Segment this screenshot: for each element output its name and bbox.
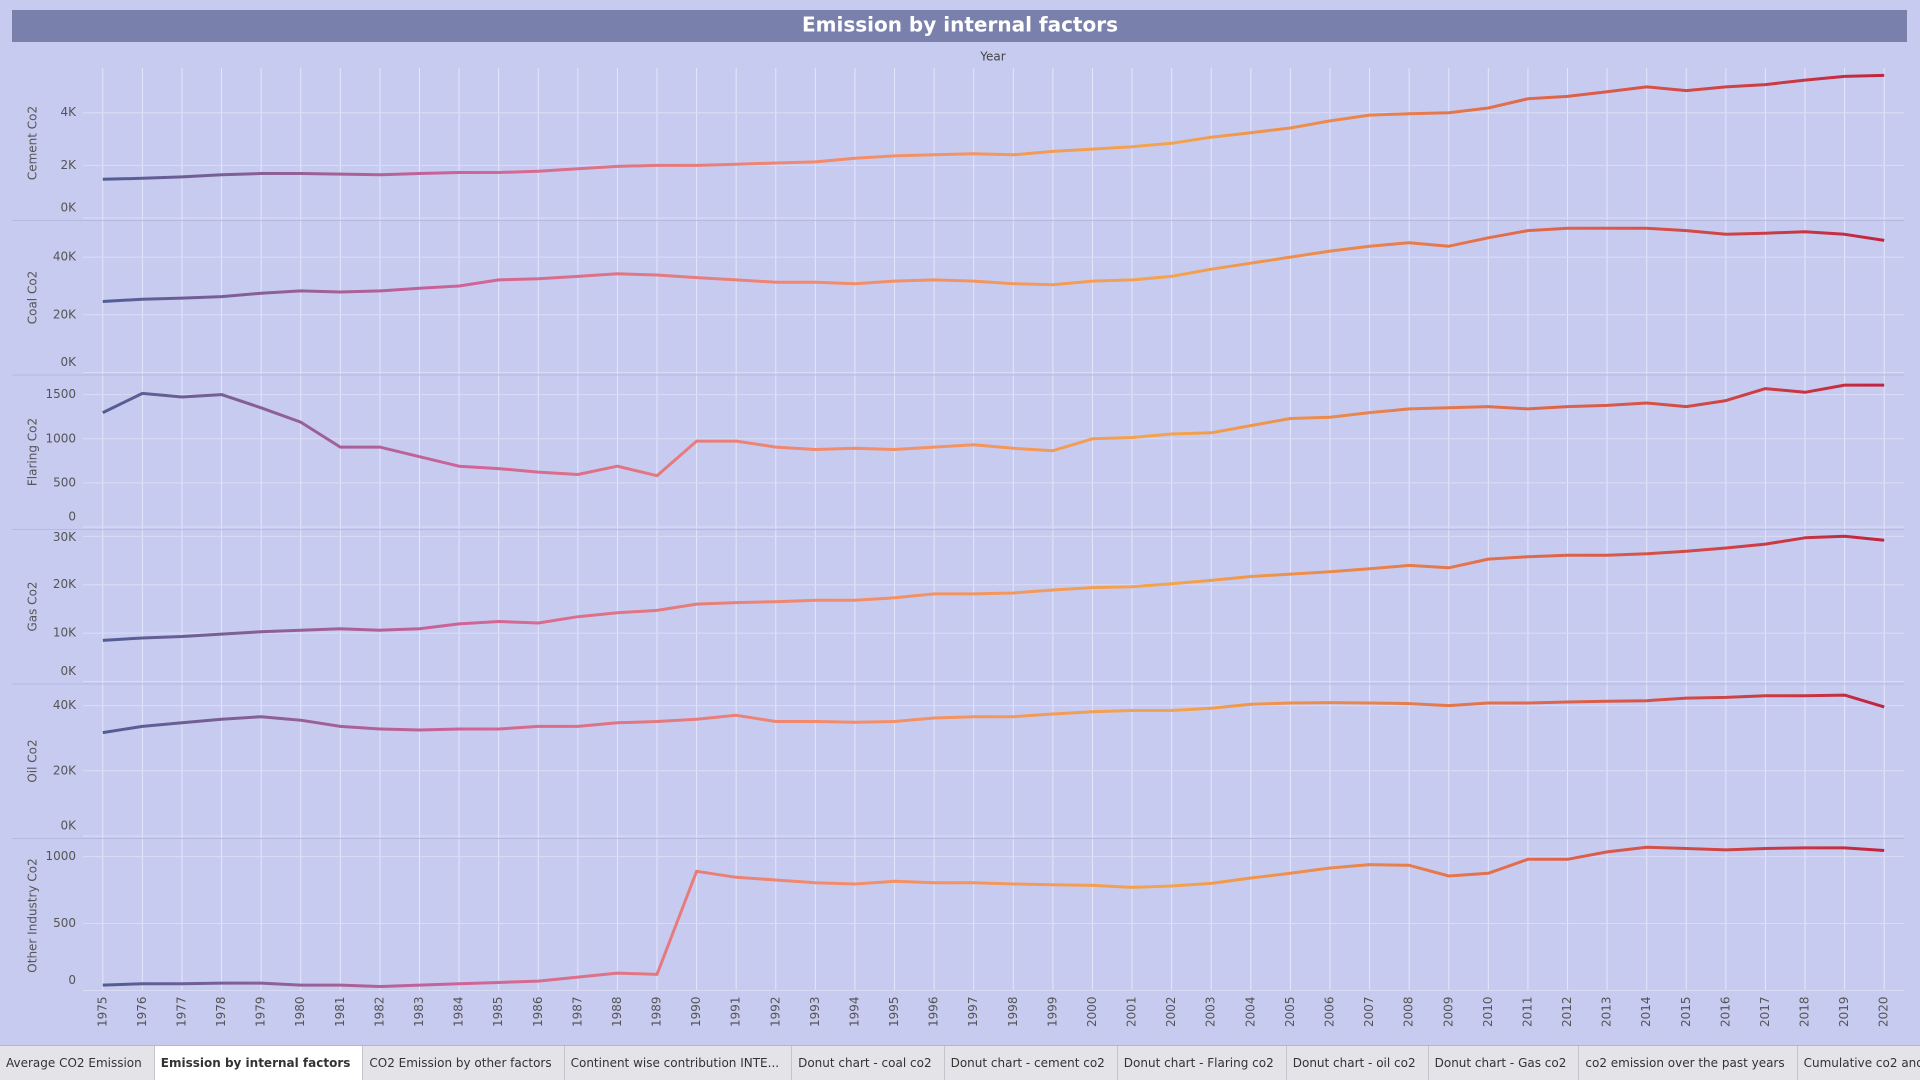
x-tick-label: 2008 — [1402, 997, 1416, 1028]
sheet-tab[interactable]: Donut chart - coal co2 — [792, 1046, 945, 1080]
y-tick-label: 0 — [68, 510, 76, 524]
y-tick-label: 40K — [53, 698, 77, 712]
x-tick-label: 1978 — [214, 997, 228, 1028]
sheet-tab[interactable]: co2 emission over the past years — [1579, 1046, 1798, 1080]
x-tick-label: 1995 — [887, 997, 901, 1028]
dashboard: Emission by internal factors Year 1975 19… — [12, 10, 1907, 1028]
x-tick-label: 1976 — [135, 997, 149, 1028]
y-tick-label: 40K — [53, 250, 77, 264]
x-tick-label: 2000 — [1085, 997, 1099, 1028]
series-line — [102, 845, 1885, 988]
sheet-tab[interactable]: Donut chart - oil co2 — [1287, 1046, 1429, 1080]
y-tick-label: 1000 — [45, 431, 76, 445]
x-tick-label: 1980 — [293, 997, 307, 1028]
x-tick-label: 1997 — [966, 997, 980, 1028]
sheet-tab[interactable]: Donut chart - Flaring co2 — [1118, 1046, 1287, 1080]
x-tick-label: 2003 — [1204, 997, 1218, 1028]
x-tick-label: 2007 — [1362, 997, 1376, 1028]
y-tick-label: 0K — [60, 201, 77, 215]
y-tick-label: 4K — [60, 105, 77, 119]
sheet-tab[interactable]: Donut chart - cement co2 — [945, 1046, 1118, 1080]
x-tick-label: 1993 — [808, 997, 822, 1028]
x-tick-label: 2009 — [1441, 997, 1455, 1028]
x-tick-label: 1992 — [768, 997, 782, 1028]
x-tick-label: 1979 — [254, 997, 268, 1028]
sheet-tab[interactable]: Continent wise contribution INTE... — [565, 1046, 793, 1080]
y-tick-label: 1000 — [45, 849, 76, 863]
y-tick-label: 0K — [60, 355, 77, 369]
y-axis-title: Gas Co2 — [26, 581, 40, 631]
x-tick-label: 1994 — [847, 997, 861, 1028]
y-tick-label: 20K — [53, 307, 77, 321]
series-line — [102, 226, 1885, 303]
series-line — [102, 693, 1885, 735]
x-tick-label: 2005 — [1283, 997, 1297, 1028]
sheet-tab[interactable]: Emission by internal factors — [154, 1046, 364, 1080]
x-tick-label: 1986 — [531, 997, 545, 1028]
chart-title: Emission by internal factors — [802, 13, 1118, 37]
y-tick-label: 20K — [53, 763, 77, 777]
x-tick-label: 1975 — [95, 997, 109, 1028]
x-tick-label: 2001 — [1125, 997, 1139, 1028]
y-axis-title: Cement Co2 — [26, 106, 40, 180]
y-axis-title: Other Industry Co2 — [26, 858, 40, 972]
x-tick-label: 1984 — [452, 997, 466, 1028]
x-tick-label: 1977 — [174, 997, 188, 1028]
x-tick-label: 2018 — [1798, 997, 1812, 1028]
y-axis-title: Oil Co2 — [26, 739, 40, 782]
x-tick-label: 1989 — [650, 997, 664, 1028]
y-tick-label: 1500 — [45, 387, 76, 401]
x-tick-label: 1985 — [491, 997, 505, 1028]
series-line — [102, 534, 1885, 642]
x-tick-label: 1999 — [1045, 997, 1059, 1028]
x-tick-label: 2014 — [1639, 997, 1653, 1028]
x-tick-label: 2011 — [1520, 997, 1534, 1028]
y-tick-label: 500 — [53, 475, 76, 489]
x-tick-label: 2002 — [1164, 997, 1178, 1028]
y-tick-label: 500 — [53, 916, 76, 930]
x-tick-label: 2016 — [1718, 997, 1732, 1028]
x-axis-title: Year — [979, 50, 1005, 64]
y-tick-label: 30K — [53, 530, 77, 544]
sheet-tab[interactable]: CO2 Emission by other factors — [363, 1046, 565, 1080]
sheet-tabs: Average CO2 Emission Emission by internal… — [0, 1045, 1920, 1080]
y-tick-label: 0K — [60, 819, 77, 833]
x-tick-label: 2020 — [1877, 997, 1891, 1028]
x-tick-label: 1998 — [1006, 997, 1020, 1028]
y-axis-title: Flaring Co2 — [26, 418, 40, 486]
series-line — [102, 383, 1885, 478]
x-tick-label: 1981 — [333, 997, 347, 1028]
x-tick-label: 2015 — [1679, 997, 1693, 1028]
x-tick-label: 1982 — [372, 997, 386, 1028]
sheet-tab[interactable]: Donut chart - Gas co2 — [1429, 1046, 1580, 1080]
x-tick-label: 1991 — [729, 997, 743, 1028]
title-bar — [12, 10, 1907, 42]
y-axis-title: Coal Co2 — [26, 271, 40, 325]
sheet-tab[interactable]: Cumulative co2 and co2 per capit... — [1798, 1046, 1920, 1080]
x-tick-label: 1988 — [610, 997, 624, 1028]
x-tick-label: 2012 — [1560, 997, 1574, 1028]
y-tick-label: 20K — [53, 577, 77, 591]
y-tick-label: 0K — [60, 664, 77, 678]
x-tick-label: 1996 — [927, 997, 941, 1028]
y-tick-label: 2K — [60, 158, 77, 172]
x-tick-label: 1983 — [412, 997, 426, 1028]
y-tick-label: 10K — [53, 626, 77, 640]
x-tick-label: 2019 — [1837, 997, 1851, 1028]
series-line — [102, 73, 1885, 181]
sheet-tab[interactable]: Average CO2 Emission — [0, 1046, 155, 1080]
x-tick-label: 2017 — [1758, 997, 1772, 1028]
x-tick-label: 2010 — [1481, 997, 1495, 1028]
x-tick-label: 1987 — [570, 997, 584, 1028]
x-tick-label: 2013 — [1600, 997, 1614, 1028]
x-tick-label: 2004 — [1243, 997, 1257, 1028]
x-tick-label: 1990 — [689, 997, 703, 1028]
x-tick-label: 2006 — [1322, 997, 1336, 1028]
y-tick-label: 0 — [68, 973, 76, 987]
